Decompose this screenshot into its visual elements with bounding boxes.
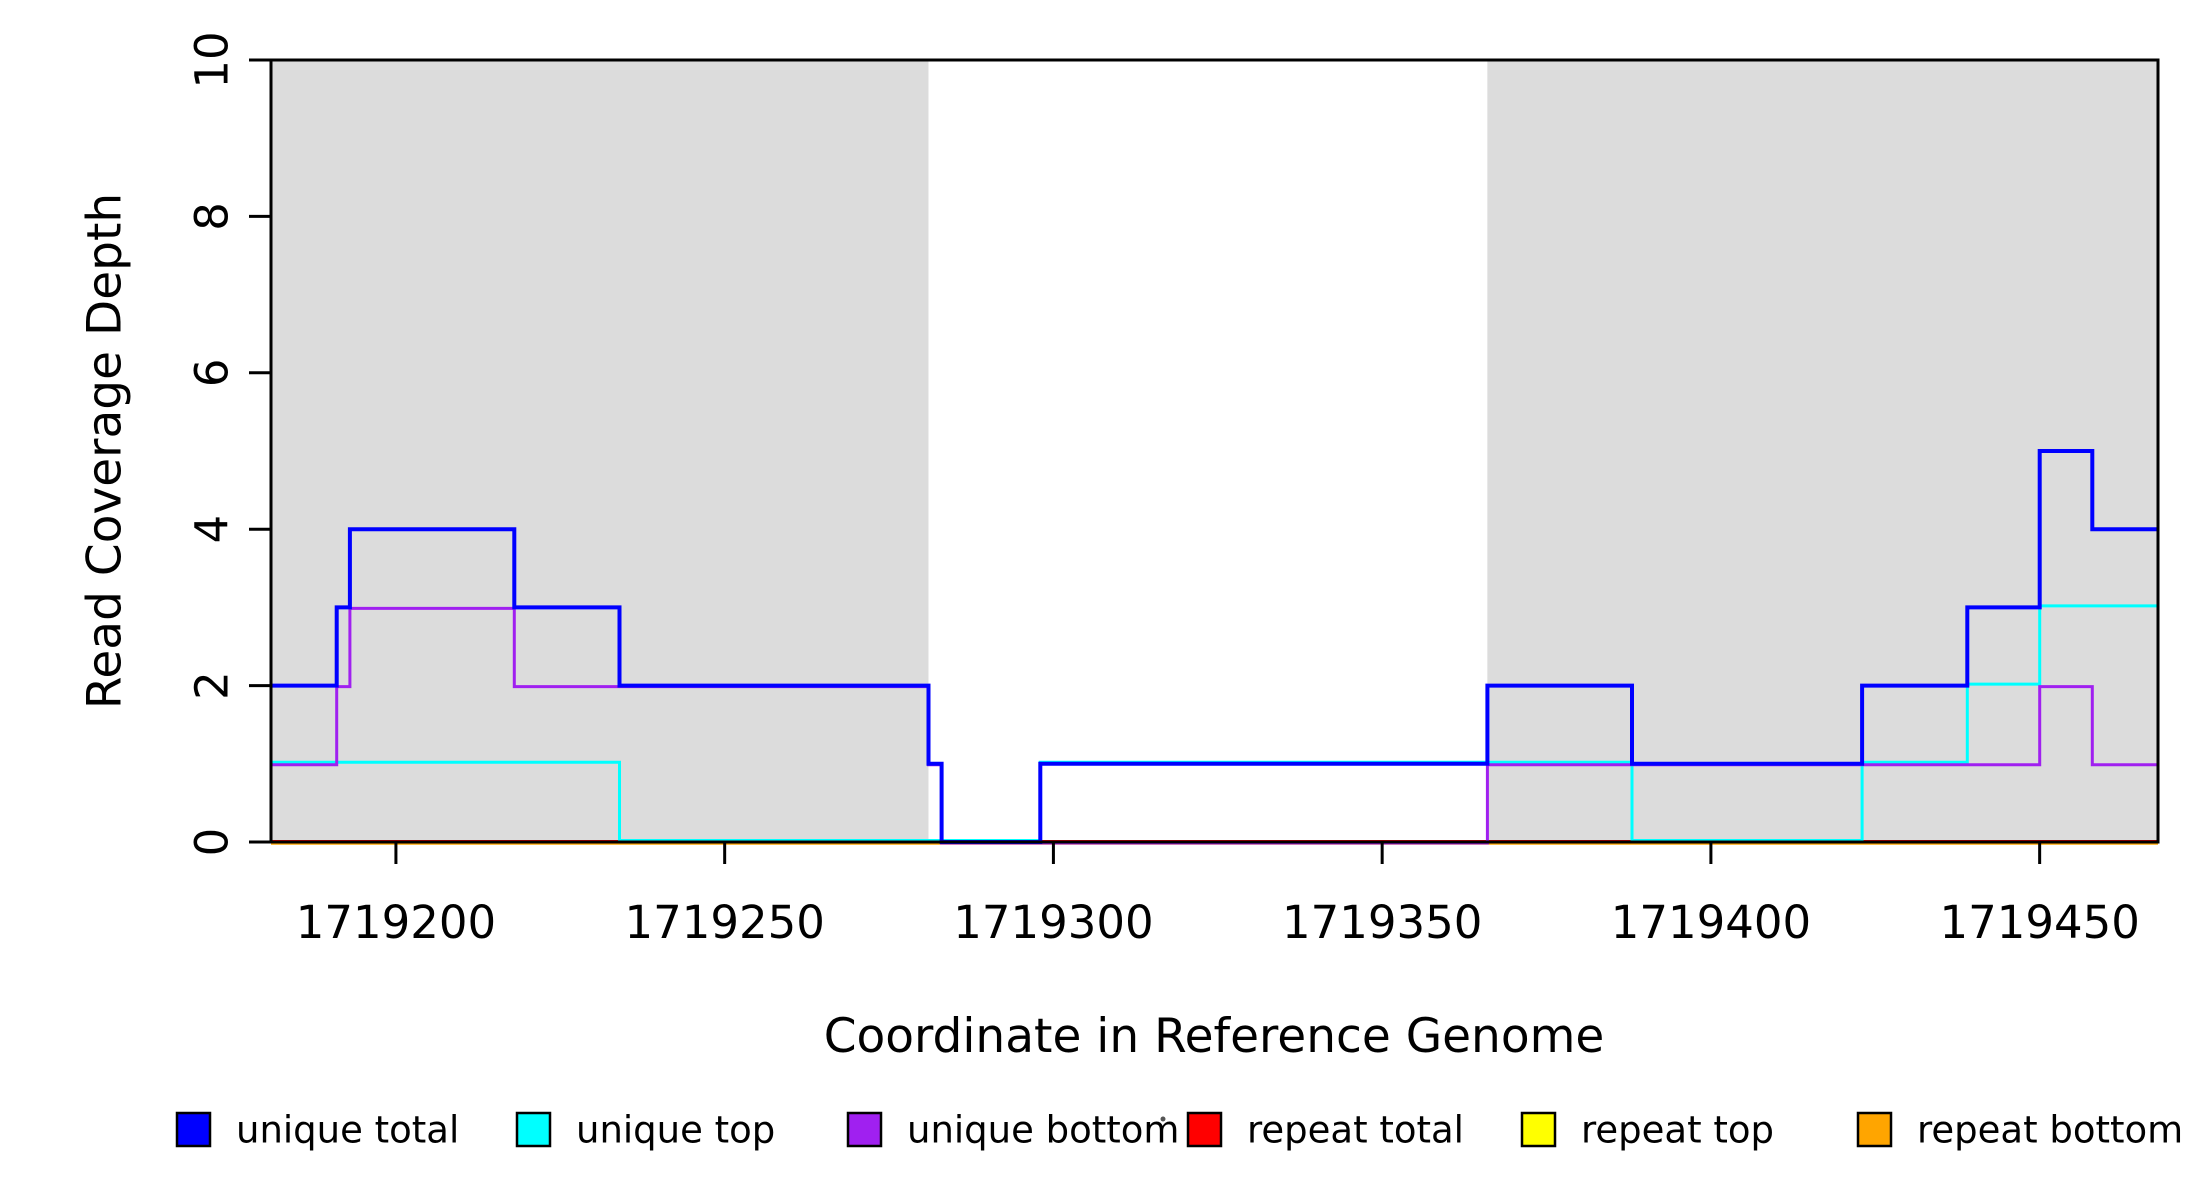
masked-region xyxy=(271,60,929,842)
legend-label: repeat top xyxy=(1581,1109,1774,1152)
legend-item-unique-bottom: unique bottom xyxy=(846,1109,1179,1152)
y-tick-label: 6 xyxy=(186,358,239,387)
x-tick-label: 1719400 xyxy=(1611,896,1811,949)
legend-item-repeat-top: repeat top xyxy=(1520,1109,1774,1152)
legend-item-repeat-total: repeat total xyxy=(1186,1109,1464,1152)
legend-item-unique-total: unique total xyxy=(175,1109,459,1152)
legend-item-unique-top: unique top xyxy=(515,1109,775,1152)
x-tick-label: 1719350 xyxy=(1282,896,1482,949)
legend-item-repeat-bottom: repeat bottom xyxy=(1856,1109,2183,1152)
x-tick-label: 1719450 xyxy=(1939,896,2139,949)
legend-swatch xyxy=(1856,1111,1893,1148)
legend-label: unique bottom xyxy=(907,1109,1179,1152)
legend-label: unique total xyxy=(236,1109,459,1152)
x-axis-title: Coordinate in Reference Genome xyxy=(824,1009,1605,1064)
y-tick-label: 10 xyxy=(186,31,239,88)
speck-artifact xyxy=(1160,1116,1166,1122)
legend-swatch xyxy=(175,1111,212,1148)
plot-frame xyxy=(269,58,2160,844)
legend-label: repeat total xyxy=(1247,1109,1464,1152)
y-axis-title: Read Coverage Depth xyxy=(78,193,133,709)
y-tick-label: 2 xyxy=(186,671,239,700)
y-tick-label: 8 xyxy=(186,202,239,231)
legend-swatch xyxy=(1520,1111,1557,1148)
y-tick-label: 4 xyxy=(186,515,239,544)
legend-swatch xyxy=(515,1111,552,1148)
x-tick-label: 1719300 xyxy=(953,896,1153,949)
x-tick-label: 1719200 xyxy=(296,896,496,949)
legend-swatch xyxy=(1186,1111,1223,1148)
series-line-unique-total xyxy=(271,449,2158,844)
legend-label: repeat bottom xyxy=(1917,1109,2183,1152)
legend-label: unique top xyxy=(576,1109,775,1152)
x-tick-label: 1719250 xyxy=(624,896,824,949)
legend-swatch xyxy=(846,1111,883,1148)
y-tick-label: 0 xyxy=(186,828,239,857)
